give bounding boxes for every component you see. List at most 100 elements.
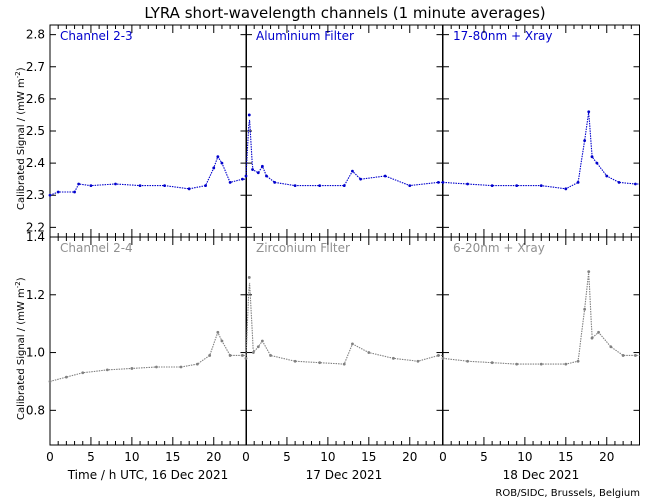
day-label-1: Time / h UTC, 16 Dec 2021 — [67, 468, 229, 482]
x-tick-label: 20 — [206, 450, 221, 464]
data-point — [515, 362, 519, 366]
data-point — [466, 182, 469, 186]
data-point — [318, 361, 322, 365]
panel-title: Channel 2-4 — [60, 241, 133, 255]
data-point — [587, 270, 591, 274]
y-tick-label: 2.6 — [26, 92, 45, 106]
data-point — [605, 174, 609, 178]
data-point — [391, 356, 395, 360]
data-point — [48, 380, 52, 383]
top-y-axis-label: Calibrated Signal / (mW m-2) — [14, 67, 27, 210]
data-point — [437, 180, 440, 184]
panel-title: Channel 2-3 — [60, 29, 133, 43]
data-point — [441, 180, 445, 184]
panel-2: Aluminium Filter — [244, 24, 443, 238]
data-point — [228, 354, 232, 357]
data-point — [163, 184, 167, 188]
data-point — [273, 180, 277, 184]
x-tick-label: 10 — [124, 450, 139, 464]
data-point — [564, 362, 568, 366]
x-tick-label: 20 — [599, 450, 614, 464]
panel-frame — [49, 24, 247, 238]
data-point — [247, 113, 251, 117]
data-point — [48, 193, 52, 197]
data-point — [383, 174, 387, 178]
data-point — [583, 139, 587, 143]
y-tick-label: 2.2 — [26, 220, 45, 234]
data-point — [590, 155, 594, 159]
x-tick-label: 15 — [361, 450, 376, 464]
data-point — [212, 166, 216, 170]
data-point — [241, 354, 244, 357]
data-point — [138, 184, 142, 188]
data-point — [64, 375, 68, 379]
data-point — [293, 359, 297, 363]
data-point — [216, 155, 220, 159]
data-point — [265, 174, 268, 178]
x-tick-label: 5 — [480, 450, 488, 464]
y-tick-label: 2.7 — [26, 60, 45, 74]
data-point — [576, 359, 580, 363]
panel-frame — [245, 24, 443, 238]
data-point — [609, 345, 613, 349]
data-point — [155, 365, 158, 369]
data-point — [634, 182, 637, 186]
data-point — [244, 174, 248, 178]
y-tick-label: 2.8 — [26, 28, 45, 42]
data-point — [244, 356, 248, 360]
data-point — [617, 180, 621, 184]
data-point — [539, 184, 543, 188]
data-point — [466, 359, 469, 363]
data-point — [105, 368, 109, 372]
panel-5: Zirconium Filter — [244, 236, 443, 446]
data-point — [216, 330, 220, 334]
data-point — [441, 356, 445, 360]
panel-4: Channel 2-4 — [48, 236, 247, 446]
data-point — [77, 182, 81, 186]
series-trace — [245, 282, 443, 365]
series-trace — [245, 119, 443, 187]
data-point — [256, 345, 260, 349]
data-point — [583, 307, 587, 311]
data-point — [208, 354, 212, 357]
data-point — [342, 362, 346, 366]
x-tick-label: 5 — [283, 450, 291, 464]
data-point — [539, 362, 543, 366]
x-tick-label: 5 — [87, 450, 95, 464]
data-point — [515, 184, 519, 188]
figure-title: LYRA short-wavelength channels (1 minute… — [144, 4, 545, 22]
data-point — [634, 354, 637, 357]
data-point — [187, 187, 191, 191]
y-tick-label: 2.4 — [26, 156, 45, 170]
data-point — [490, 361, 494, 365]
data-point — [251, 168, 254, 171]
data-point — [204, 184, 207, 188]
y-tick-label: 0.8 — [26, 403, 45, 417]
data-point — [269, 354, 272, 357]
panel-frame — [245, 236, 443, 446]
x-tick-label: 15 — [165, 450, 180, 464]
data-point — [228, 180, 232, 184]
data-point — [318, 184, 322, 188]
data-point — [416, 359, 420, 363]
credit-text: ROB/SIDC, Brussels, Belgium — [495, 488, 640, 499]
data-point — [220, 161, 224, 165]
panel-frame — [442, 24, 640, 238]
data-point — [595, 161, 599, 165]
data-point — [359, 177, 363, 181]
y-tick-label: 1.2 — [26, 288, 45, 302]
data-point — [437, 354, 440, 357]
x-tick-label: 10 — [517, 450, 532, 464]
data-point — [342, 184, 346, 188]
x-tick-label: 10 — [320, 450, 335, 464]
data-point — [293, 184, 297, 188]
data-point — [130, 367, 134, 370]
series-trace — [49, 331, 247, 382]
data-point — [195, 362, 199, 366]
data-point — [597, 330, 600, 334]
data-point — [73, 190, 76, 194]
panel-title: Zirconium Filter — [256, 241, 350, 255]
x-tick-label: 0 — [242, 450, 250, 464]
day-label-2: 17 Dec 2021 — [306, 468, 383, 482]
data-point — [256, 171, 260, 175]
